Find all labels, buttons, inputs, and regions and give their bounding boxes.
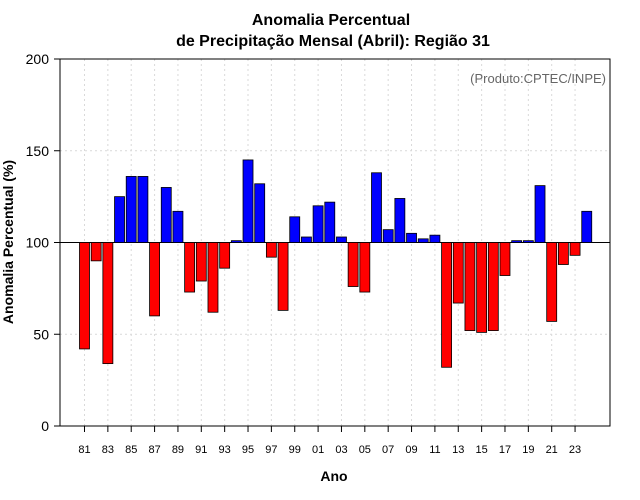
bar-2014 <box>464 242 476 331</box>
x-tick-label: 09 <box>405 444 417 456</box>
y-axis-title: Anomalia Percentual (%) <box>0 160 16 324</box>
bar-1985 <box>125 176 137 243</box>
x-tick-label: 85 <box>125 444 137 456</box>
bar-2013 <box>452 242 464 304</box>
x-tick-label: 99 <box>289 444 301 456</box>
source-label: (Produto:CPTEC/INPE) <box>470 71 606 86</box>
bar-2012 <box>441 242 452 368</box>
bar-2009 <box>406 232 417 243</box>
x-axis: 81 83 85 87 89 91 93 95 97 99 01 03 05 07 09 11 13 15 17 19… <box>78 426 581 456</box>
bar-1983 <box>102 242 114 365</box>
x-tick-label: 07 <box>382 444 394 456</box>
bar-1984 <box>114 196 125 243</box>
bar-1995 <box>242 159 254 243</box>
x-tick-label: 97 <box>265 444 277 456</box>
bar-1989 <box>172 210 184 243</box>
x-tick-label: 01 <box>312 444 324 456</box>
bars <box>79 159 593 368</box>
x-tick-label: 15 <box>475 444 487 456</box>
x-tick-label: 17 <box>499 444 511 456</box>
bar-1982 <box>90 242 102 262</box>
x-tick-label: 21 <box>546 444 558 456</box>
y-tick-label: 200 <box>26 51 50 67</box>
bar-1991 <box>195 242 207 282</box>
bar-1987 <box>149 242 160 317</box>
chart-title-line1: Anomalia Percentual <box>252 12 410 29</box>
bar-2016 <box>487 242 499 331</box>
y-tick-label: 50 <box>33 326 49 342</box>
bar-2001 <box>312 205 324 243</box>
bar-1993 <box>219 242 231 269</box>
bar-2005 <box>359 242 371 293</box>
bar-2019 <box>522 240 534 243</box>
bar-2024 <box>581 210 593 243</box>
bar-2000 <box>301 236 312 243</box>
bar-2021 <box>546 242 558 322</box>
bar-2003 <box>336 236 347 243</box>
bar-2006 <box>371 172 382 243</box>
bar-1996 <box>254 183 266 243</box>
bar-2011 <box>429 234 441 243</box>
bar-2020 <box>534 185 546 243</box>
x-tick-label: 13 <box>452 444 464 456</box>
grid-lines <box>60 58 610 427</box>
x-tick-label: 87 <box>148 444 160 456</box>
bar-2015 <box>476 242 488 333</box>
x-axis-title: Ano <box>320 468 347 484</box>
chart-title-line2: de Precipitação Mensal (Abril): Região 3… <box>176 33 490 50</box>
x-tick-label: 95 <box>242 444 254 456</box>
x-tick-label: 83 <box>102 444 114 456</box>
bar-1981 <box>79 242 90 350</box>
x-tick-label: 19 <box>522 444 534 456</box>
bar-2002 <box>324 201 336 243</box>
bar-2022 <box>557 242 569 265</box>
x-tick-label: 11 <box>429 444 440 456</box>
x-tick-label: 89 <box>172 444 184 456</box>
bar-1988 <box>160 187 172 243</box>
bar-2010 <box>417 238 429 243</box>
bar-2018 <box>511 240 523 243</box>
x-tick-label: 03 <box>335 444 347 456</box>
bar-1992 <box>207 242 219 313</box>
bar-1997 <box>265 242 277 258</box>
x-tick-label: 81 <box>78 444 90 456</box>
bar-2007 <box>382 229 394 243</box>
bar-2017 <box>499 242 511 276</box>
bar-2004 <box>347 242 359 287</box>
x-tick-label: 93 <box>219 444 231 456</box>
bar-2023 <box>569 242 581 256</box>
x-tick-label: 91 <box>195 444 207 456</box>
bar-1998 <box>277 242 289 311</box>
x-tick-label: 05 <box>359 444 371 456</box>
x-tick-label: 23 <box>569 444 581 456</box>
y-tick-label: 150 <box>26 143 50 159</box>
bar-1999 <box>289 216 301 243</box>
bar-1994 <box>230 240 242 243</box>
y-tick-label: 0 <box>41 418 49 434</box>
y-axis: 0 50 100 150 200 <box>26 51 60 434</box>
bar-1990 <box>184 242 196 293</box>
bar-1986 <box>137 176 149 243</box>
y-tick-label: 100 <box>26 235 50 251</box>
bar-2008 <box>394 198 406 243</box>
